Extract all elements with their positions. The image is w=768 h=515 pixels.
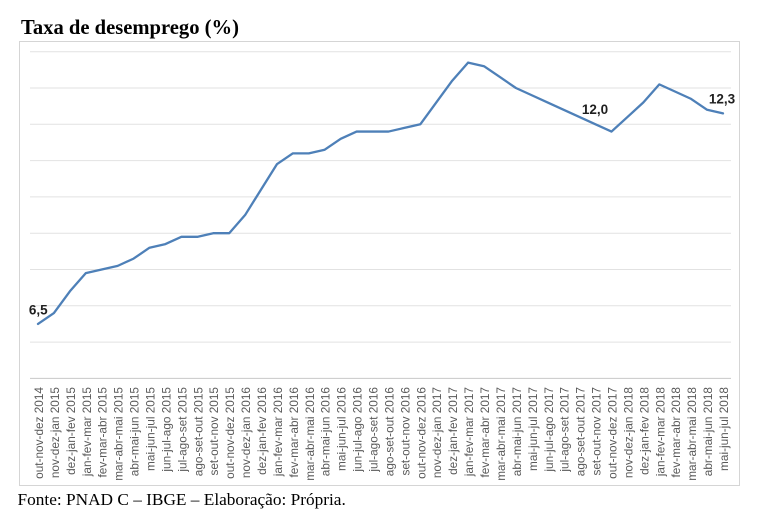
svg-text:mar-abr-mai 2016: mar-abr-mai 2016: [303, 387, 317, 481]
svg-text:nov-dez-jan 2016: nov-dez-jan 2016: [239, 387, 253, 479]
svg-text:mai-jun-jul 2017: mai-jun-jul 2017: [526, 387, 540, 471]
svg-text:jul-ago-set 2016: jul-ago-set 2016: [367, 387, 381, 473]
svg-text:out-nov-dez 2014: out-nov-dez 2014: [32, 387, 46, 479]
svg-text:ago-set-out 2017: ago-set-out 2017: [574, 387, 588, 476]
svg-text:mai-jun-jul 2015: mai-jun-jul 2015: [144, 387, 158, 471]
svg-text:set-out-nov 2017: set-out-nov 2017: [590, 387, 604, 476]
svg-text:jan-fev-mar 2018: jan-fev-mar 2018: [653, 387, 667, 478]
svg-text:abr-mai-jun 2016: abr-mai-jun 2016: [319, 387, 333, 477]
svg-text:abr-mai-jun 2017: abr-mai-jun 2017: [510, 387, 524, 476]
svg-text:abr-mai-jun 2018: abr-mai-jun 2018: [701, 387, 715, 477]
svg-text:mar-abr-mai 2015: mar-abr-mai 2015: [112, 387, 126, 481]
svg-text:fev-mar-abr 2017: fev-mar-abr 2017: [478, 387, 492, 477]
svg-text:jan-fev-mar 2016: jan-fev-mar 2016: [271, 387, 285, 478]
svg-text:12,0: 12,0: [582, 102, 608, 117]
svg-text:abr-mai-jun 2015: abr-mai-jun 2015: [128, 387, 142, 477]
svg-text:out-nov-dez 2015: out-nov-dez 2015: [223, 387, 237, 479]
svg-text:mar-abr-mai 2017: mar-abr-mai 2017: [494, 387, 508, 481]
svg-text:6,5: 6,5: [29, 302, 48, 317]
svg-text:jun-jul-ago 2017: jun-jul-ago 2017: [542, 387, 556, 473]
svg-text:mai-jun-jul 2018: mai-jun-jul 2018: [717, 387, 731, 471]
svg-text:nov-dez-jan 2017: nov-dez-jan 2017: [430, 387, 444, 478]
svg-text:mai-jun-jul 2016: mai-jun-jul 2016: [335, 387, 349, 471]
svg-text:jun-jul-ago 2015: jun-jul-ago 2015: [159, 387, 173, 473]
svg-text:ago-set-out 2015: ago-set-out 2015: [191, 387, 205, 477]
svg-text:dez-jan-fev 2017: dez-jan-fev 2017: [446, 387, 460, 475]
svg-text:nov-dez-jan 2018: nov-dez-jan 2018: [621, 387, 635, 479]
svg-text:dez-jan-fev 2016: dez-jan-fev 2016: [255, 387, 269, 475]
svg-text:out-nov-dez 2017: out-nov-dez 2017: [606, 387, 620, 479]
svg-text:dez-jan-fev 2015: dez-jan-fev 2015: [64, 387, 78, 475]
svg-text:out-nov-dez 2016: out-nov-dez 2016: [414, 387, 428, 479]
svg-text:jul-ago-set 2017: jul-ago-set 2017: [558, 387, 572, 473]
svg-text:set-out-nov 2016: set-out-nov 2016: [398, 387, 412, 476]
svg-text:12,3: 12,3: [709, 92, 736, 107]
svg-text:fev-mar-abr 2018: fev-mar-abr 2018: [669, 387, 683, 478]
svg-text:jun-jul-ago 2016: jun-jul-ago 2016: [351, 387, 365, 473]
svg-text:fev-mar-abr 2015: fev-mar-abr 2015: [96, 387, 110, 478]
svg-text:dez-jan-fev 2018: dez-jan-fev 2018: [637, 387, 651, 475]
svg-text:jan-fev-mar 2017: jan-fev-mar 2017: [462, 387, 476, 477]
svg-text:nov-dez-jan 2015: nov-dez-jan 2015: [48, 387, 62, 479]
svg-text:set-out-nov 2015: set-out-nov 2015: [207, 387, 221, 476]
svg-text:jan-fev-mar 2015: jan-fev-mar 2015: [80, 387, 94, 478]
svg-text:jul-ago-set 2015: jul-ago-set 2015: [175, 387, 189, 473]
svg-text:ago-set-out 2016: ago-set-out 2016: [383, 387, 397, 477]
svg-text:mar-abr-mai 2018: mar-abr-mai 2018: [685, 387, 699, 481]
svg-text:fev-mar-abr 2016: fev-mar-abr 2016: [287, 387, 301, 478]
